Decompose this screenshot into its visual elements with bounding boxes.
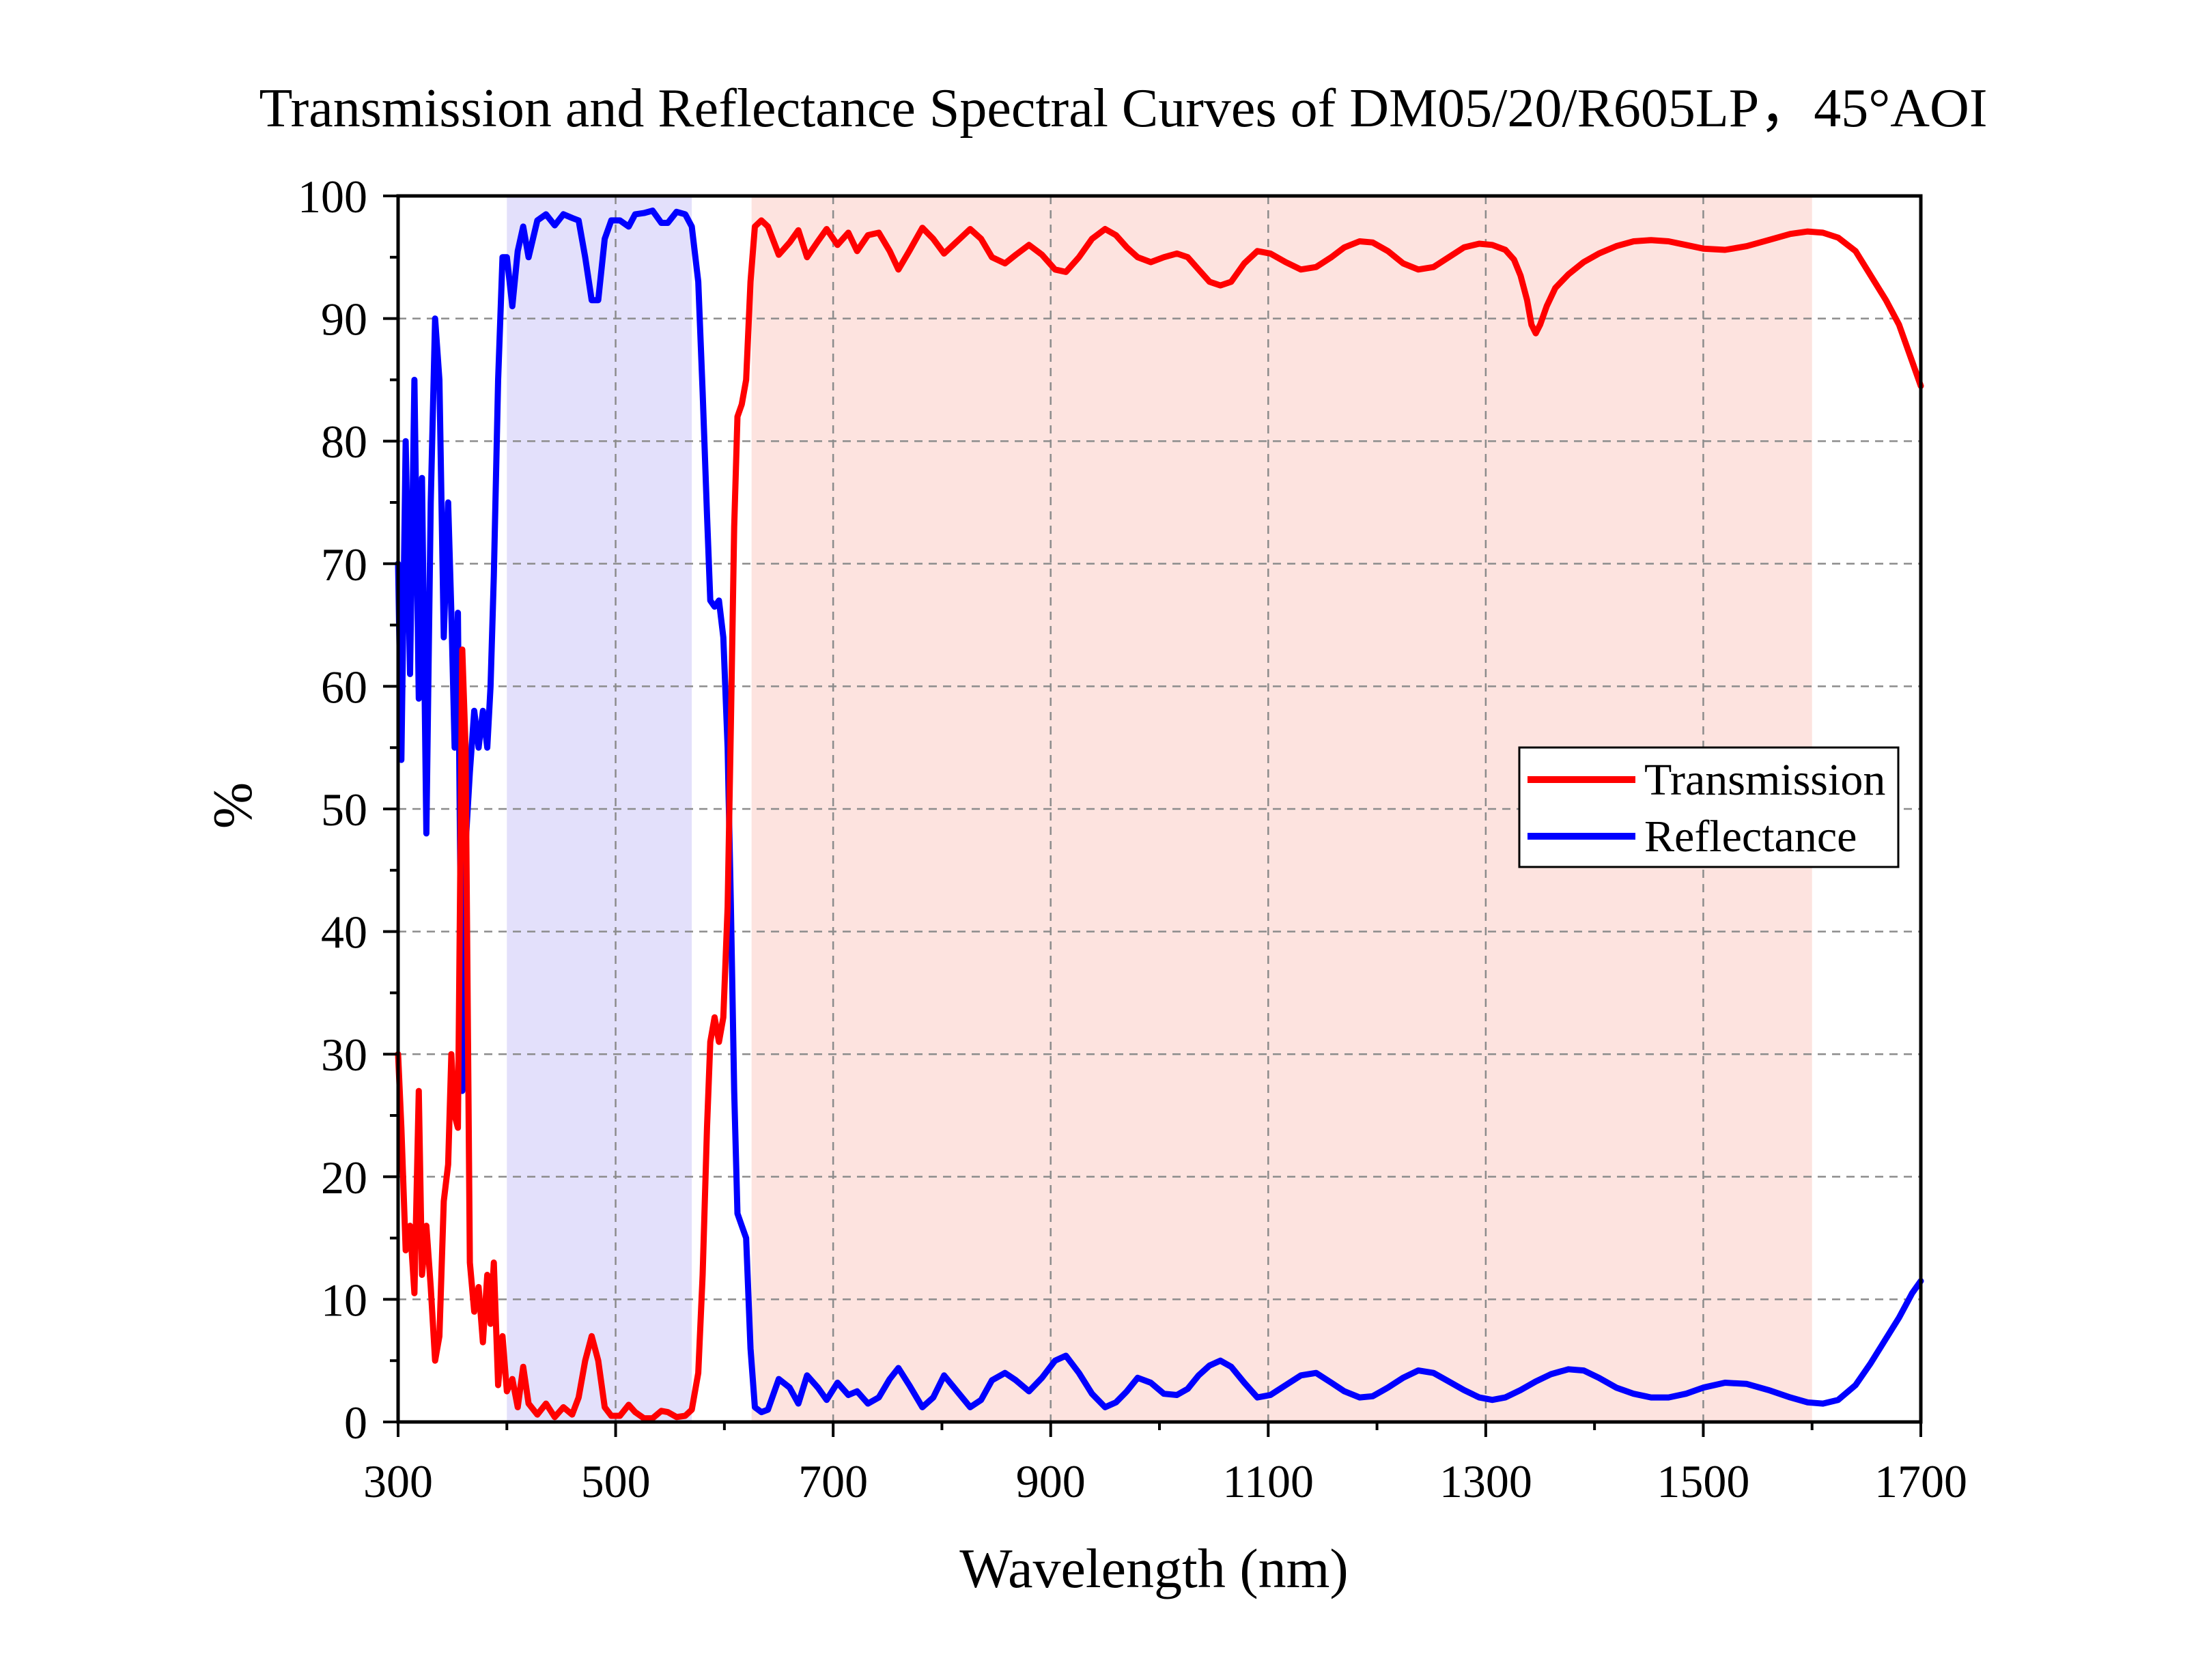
legend-label: Transmission: [1644, 755, 1885, 805]
y-tick-label: 80: [321, 416, 367, 468]
x-tick-label: 500: [581, 1455, 651, 1507]
y-tick-label: 100: [298, 171, 367, 223]
y-tick-label: 70: [321, 539, 367, 590]
y-tick-label: 40: [321, 907, 367, 958]
y-tick-label: 10: [321, 1274, 367, 1326]
x-tick-label: 900: [1016, 1455, 1086, 1507]
y-tick-label: 0: [344, 1397, 367, 1449]
series-lines: [395, 208, 1924, 1422]
series-transmission: [395, 217, 1924, 1422]
x-tick-label: 1700: [1874, 1455, 1967, 1507]
legend-box: [1518, 746, 1900, 868]
x-tick-label: 700: [798, 1455, 868, 1507]
x-axis-label: Wavelength (nm): [959, 1537, 1348, 1599]
legend: Transmission Reflectance: [1518, 746, 1900, 868]
y-tick-label: 50: [321, 784, 367, 836]
gridlines: [398, 196, 1921, 1422]
chart-title: Transmission and Reflectance Spectral Cu…: [259, 79, 1988, 139]
axis-ticks: 0 10 20 30 40 50 60 70 80 90 100 300 500 700 900 1100 13…: [298, 171, 1967, 1507]
legend-label: Reflectance: [1644, 812, 1857, 862]
y-axis-label: %: [201, 782, 264, 829]
y-tick-label: 20: [321, 1152, 367, 1204]
y-tick-label: 60: [321, 661, 367, 713]
y-tick-label: 90: [321, 294, 367, 345]
series-reflectance: [395, 208, 1924, 1416]
x-tick-label: 300: [363, 1455, 433, 1507]
x-tick-label: 1100: [1223, 1455, 1314, 1507]
x-tick-label: 1300: [1439, 1455, 1532, 1507]
x-tick-label: 1500: [1657, 1455, 1749, 1507]
y-tick-label: 30: [321, 1029, 367, 1081]
